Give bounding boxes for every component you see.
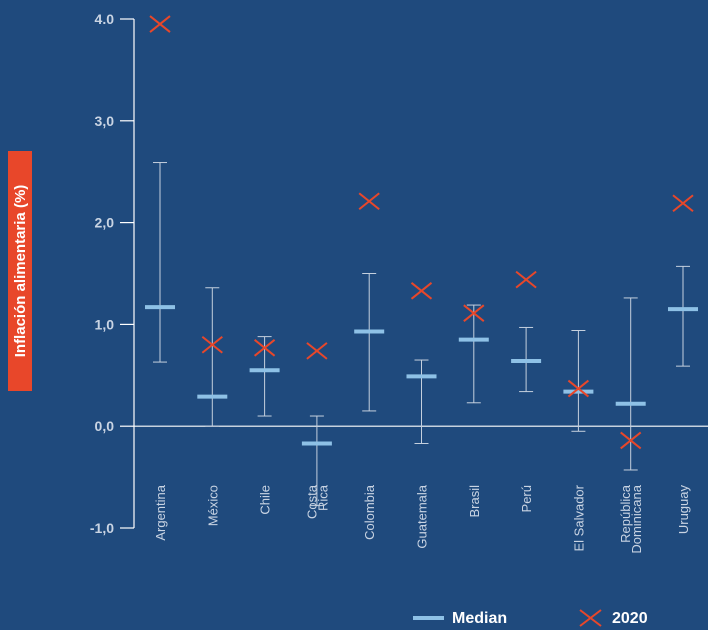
legend-2020-swatch	[579, 609, 602, 627]
y-axis-title-text: Inflación alimentaria (%)	[12, 185, 29, 358]
marker-2020	[567, 379, 590, 398]
legend-median-label: Median	[452, 610, 507, 627]
marker-2020	[620, 431, 642, 450]
marker-2020	[201, 335, 223, 354]
x-category-label: Chile	[258, 485, 273, 515]
x-category-label: Guatemala	[415, 484, 430, 548]
x-category-label: Perú	[519, 485, 534, 512]
x-category-label: El Salvador	[571, 484, 586, 551]
axis-layer: 4.0 3,0 2,0 1,0 0,0 -1,0	[90, 11, 708, 536]
x-category-label: CostaRica	[304, 484, 330, 519]
x-category-label: México	[205, 485, 220, 526]
marker-2020	[463, 304, 485, 322]
x-category-label: Colombia	[362, 484, 377, 540]
x-category-label: RepúblicaDominicana	[618, 484, 644, 553]
whisker-layer	[153, 162, 690, 507]
y-tick-label: 1,0	[95, 316, 115, 332]
marker-2020	[672, 194, 694, 213]
legend-2020-label: 2020	[612, 610, 648, 627]
y-axis-title: Inflación alimentaria (%)	[8, 151, 32, 391]
x-category-label: Argentina	[153, 484, 168, 540]
y-tick-label: -1,0	[90, 520, 114, 536]
y-tick-label: 2,0	[95, 215, 115, 231]
marker-2020	[410, 282, 433, 300]
median-layer	[145, 305, 698, 446]
marker-2020	[149, 15, 171, 33]
marker-2020	[306, 342, 328, 360]
y-tick-label: 4.0	[95, 11, 115, 27]
x-category-label: Uruguay	[676, 485, 691, 535]
label-layer: Argentina México Chile CostaRica Colombia Gua…	[153, 484, 691, 553]
legend: Median 2020	[413, 609, 648, 627]
marker-layer	[149, 15, 694, 450]
marker-2020	[515, 270, 537, 289]
marker-2020	[253, 339, 276, 357]
y-tick-label: 0,0	[95, 418, 115, 434]
x-category-label: Brasil	[467, 485, 482, 518]
y-tick-label: 3,0	[95, 113, 115, 129]
marker-2020	[358, 192, 380, 211]
y-axis-title-background	[8, 151, 32, 391]
